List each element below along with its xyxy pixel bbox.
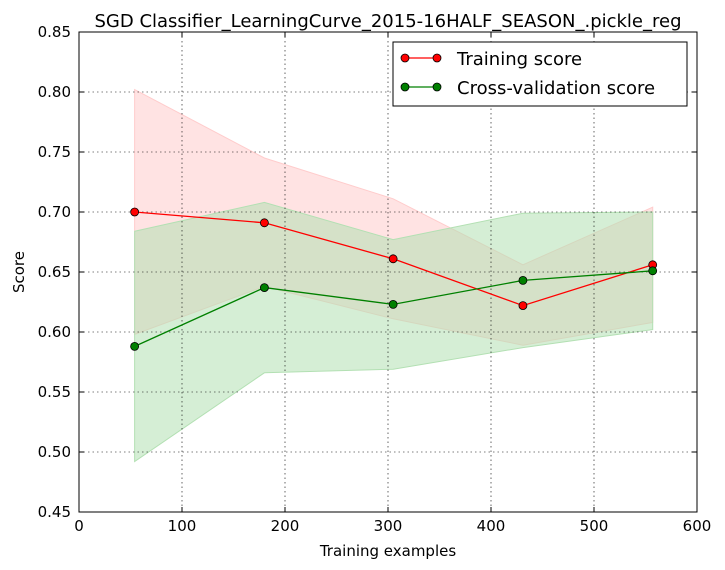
- data-point-1: [388, 299, 398, 309]
- data-point-0: [259, 218, 269, 228]
- legend-marker-cv: [432, 82, 442, 92]
- legend-marker-cv: [400, 82, 410, 92]
- y-tick-label: 0.60: [38, 323, 71, 341]
- y-tick-label: 0.50: [38, 443, 71, 461]
- chart-title: SGD Classifier_LearningCurve_2015-16HALF…: [94, 11, 681, 32]
- y-tick-label: 0.65: [38, 263, 71, 281]
- y-tick-label: 0.80: [38, 83, 71, 101]
- legend-marker-training: [400, 53, 410, 63]
- data-point-1: [130, 341, 140, 351]
- x-tick-label: 300: [374, 517, 403, 535]
- x-tick-label: 600: [683, 517, 712, 535]
- legend-label-cv: Cross-validation score: [457, 78, 655, 99]
- y-tick-label: 0.75: [38, 143, 71, 161]
- x-tick-label: 100: [168, 517, 197, 535]
- y-tick-label: 0.45: [38, 503, 71, 521]
- legend-label-training: Training score: [456, 49, 582, 70]
- data-point-1: [518, 275, 528, 285]
- legend-box: [392, 41, 688, 107]
- x-tick-label: 500: [580, 517, 609, 535]
- x-tick-label: 400: [477, 517, 506, 535]
- data-point-1: [259, 283, 269, 293]
- data-point-0: [130, 207, 140, 217]
- x-axis-title: Training examples: [319, 542, 457, 560]
- y-tick-label: 0.55: [38, 383, 71, 401]
- confidence-band-1: [134, 201, 654, 463]
- data-point-1: [648, 266, 658, 276]
- data-point-0: [518, 301, 528, 311]
- x-tick-label: 200: [271, 517, 300, 535]
- legend-marker-training: [432, 53, 442, 63]
- x-tick-label: 0: [74, 517, 84, 535]
- legend: Training score Cross-validation score: [392, 41, 688, 107]
- data-point-0: [388, 254, 398, 264]
- y-tick-label: 0.85: [38, 23, 71, 41]
- y-tick-label: 0.70: [38, 203, 71, 221]
- y-axis-title: Score: [10, 251, 28, 293]
